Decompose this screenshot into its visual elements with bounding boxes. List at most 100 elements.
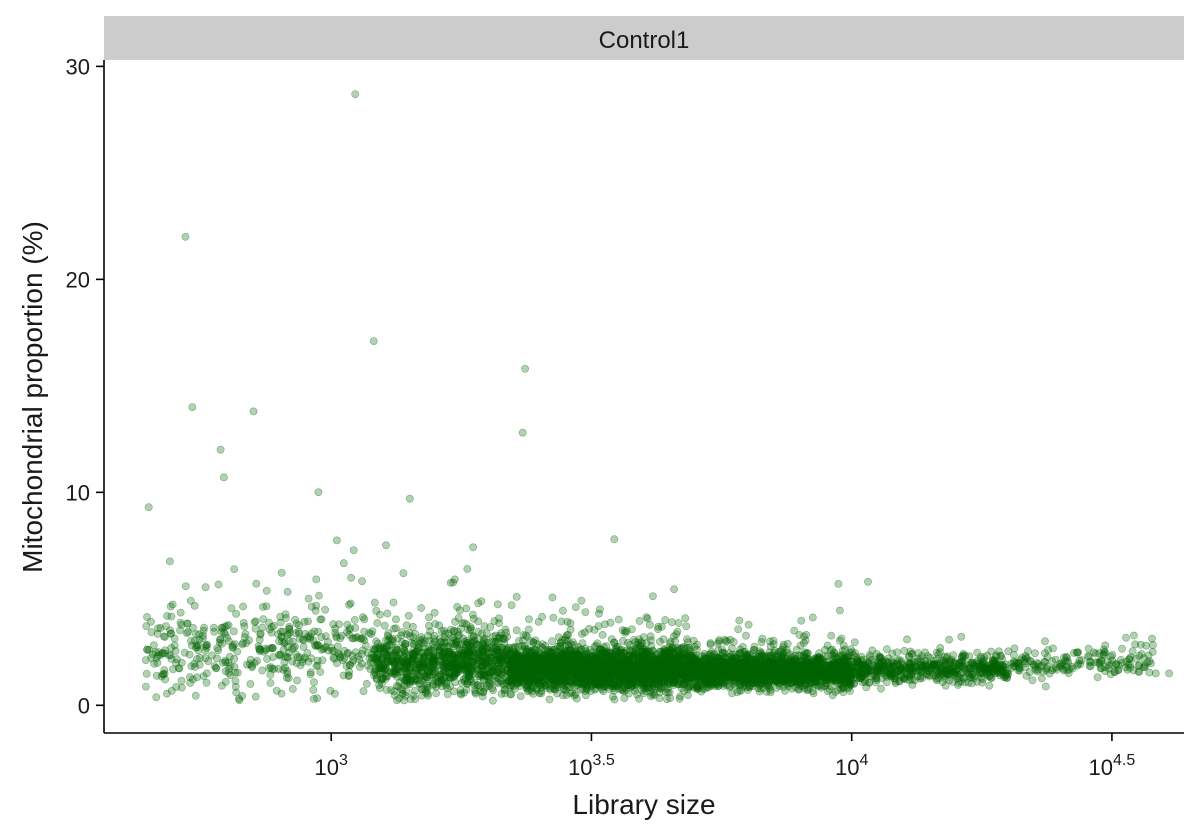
data-point [685, 655, 694, 664]
data-point [769, 636, 778, 645]
data-point [400, 662, 409, 671]
data-point [366, 658, 375, 667]
points-layer [141, 90, 1173, 705]
data-point [304, 617, 312, 626]
data-point [391, 615, 400, 624]
data-point [170, 634, 179, 643]
data-point [478, 645, 487, 654]
data-point [436, 671, 445, 680]
data-point [413, 646, 422, 655]
data-point [600, 620, 609, 629]
data-point [408, 657, 417, 666]
data-point [238, 640, 247, 649]
data-point [291, 615, 299, 624]
data-point [382, 541, 390, 550]
data-point [265, 618, 273, 627]
data-point [153, 659, 162, 667]
data-point [277, 632, 286, 641]
data-point [417, 691, 426, 700]
data-point [321, 642, 330, 651]
data-point [199, 626, 208, 635]
data-point [399, 661, 408, 670]
data-point [449, 578, 457, 587]
data-point [423, 648, 432, 657]
data-point [395, 678, 404, 687]
data-point [283, 631, 292, 639]
data-point [238, 692, 247, 700]
data-point [499, 661, 507, 670]
data-point [251, 692, 260, 701]
data-point [321, 605, 329, 614]
data-point [390, 691, 399, 700]
data-point [559, 684, 568, 693]
data-point [245, 660, 254, 668]
data-point [288, 657, 297, 666]
data-point [263, 655, 271, 663]
data-point [578, 685, 587, 693]
data-point [290, 642, 299, 651]
data-point [678, 652, 686, 661]
data-point [195, 630, 203, 639]
data-point [469, 614, 478, 623]
data-point [272, 686, 281, 695]
data-point [468, 670, 477, 679]
data-point [475, 649, 484, 657]
data-point [298, 635, 307, 644]
data-point [372, 675, 381, 683]
data-point [220, 622, 229, 631]
data-point [744, 620, 753, 629]
data-point [392, 643, 401, 652]
data-point [348, 658, 357, 667]
data-point [455, 606, 464, 615]
data-point [261, 644, 270, 653]
data-point [529, 638, 538, 647]
data-point [474, 599, 483, 608]
data-point [491, 638, 500, 647]
data-point [367, 654, 376, 662]
data-point [463, 642, 472, 651]
data-point [312, 575, 321, 584]
data-point [187, 641, 196, 650]
data-point [428, 663, 437, 672]
data-point [495, 614, 503, 623]
data-point [423, 681, 432, 690]
data-point [360, 636, 369, 645]
data-point [424, 621, 433, 630]
data-point [390, 667, 398, 676]
data-point [474, 627, 483, 636]
data-point [151, 648, 160, 657]
data-point [274, 665, 283, 673]
data-point [165, 557, 174, 566]
data-point [267, 628, 276, 637]
data-point [401, 676, 409, 685]
data-point [592, 641, 601, 650]
data-point [468, 610, 477, 619]
data-point [486, 643, 495, 652]
data-point [367, 650, 376, 659]
data-point [358, 577, 366, 586]
data-point [209, 623, 218, 632]
data-point [398, 628, 406, 636]
data-point [143, 645, 151, 654]
data-point [221, 630, 230, 639]
data-point [248, 663, 256, 672]
data-point [327, 643, 336, 652]
data-point [408, 657, 417, 665]
data-point [358, 646, 367, 655]
data-point [611, 658, 620, 667]
data-point [366, 665, 375, 673]
data-point [262, 602, 271, 611]
data-point [184, 628, 192, 636]
data-point [398, 690, 407, 698]
data-point [401, 691, 410, 700]
data-point [654, 622, 663, 631]
data-point [537, 689, 545, 698]
data-point [310, 678, 318, 687]
data-point [584, 676, 593, 684]
data-point [156, 624, 165, 632]
data-point [265, 625, 274, 634]
data-point [390, 664, 399, 673]
data-point [404, 611, 413, 620]
data-point [246, 655, 255, 664]
data-point [377, 656, 386, 665]
